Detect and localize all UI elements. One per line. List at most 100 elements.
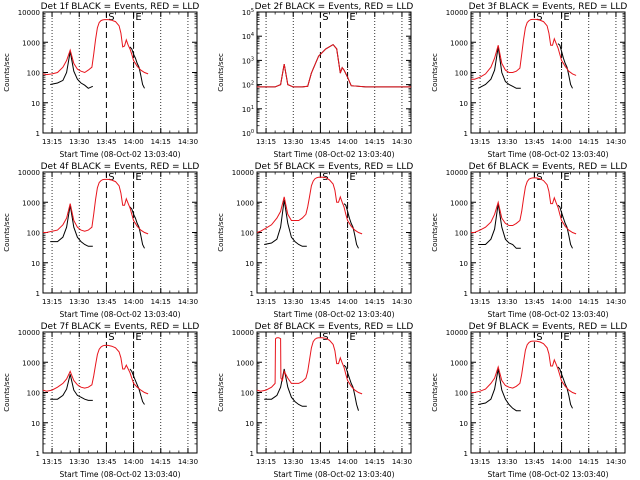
panel-title: Det 3f BLACK = Events, RED = LLD bbox=[469, 2, 628, 12]
events-series-line bbox=[50, 51, 94, 89]
events-series-line bbox=[557, 204, 573, 249]
y-tick-label: 1 bbox=[36, 130, 40, 138]
panel-title: Det 2f BLACK = Events, RED = LLD bbox=[255, 2, 414, 12]
events-series-line bbox=[257, 43, 411, 88]
x-axis-label: Start Time (08-Oct-02 13:03:40) bbox=[59, 150, 180, 159]
events-series-line bbox=[264, 368, 307, 407]
x-tick-label: 13:15 bbox=[42, 298, 62, 306]
detector-panel-2: Det 2f BLACK = Events, RED = LLD Counts/s… bbox=[217, 2, 413, 159]
x-tick-label: 14:00 bbox=[123, 298, 143, 306]
x-tick-label: 13:30 bbox=[69, 298, 89, 306]
lld-series-line bbox=[256, 176, 363, 235]
lld-series-line bbox=[471, 177, 577, 235]
segment-label-e: E bbox=[135, 332, 141, 343]
y-tick-label: 1000 bbox=[450, 39, 468, 47]
x-tick-label: 13:15 bbox=[470, 298, 490, 306]
segment-label-e: E bbox=[349, 332, 355, 343]
x-tick-label: 13:45 bbox=[524, 138, 544, 146]
y-axis-label: Counts/sec bbox=[3, 213, 11, 252]
x-tick-label: 13:45 bbox=[96, 138, 116, 146]
x-tick-label: 14:15 bbox=[151, 298, 171, 306]
y-tick-label: 1 bbox=[464, 450, 468, 458]
x-tick-label: 13:15 bbox=[256, 298, 276, 306]
x-tick-label: 14:15 bbox=[579, 458, 599, 466]
x-tick-label: 14:15 bbox=[365, 138, 385, 146]
y-tick-label: 10 bbox=[459, 100, 468, 108]
segment-label-e: E bbox=[563, 172, 569, 183]
detector-panel-9: Det 9f BLACK = Events, RED = LLD Counts/s… bbox=[431, 322, 627, 479]
x-tick-label: 14:00 bbox=[337, 298, 357, 306]
segment-label-s: S bbox=[322, 332, 328, 343]
segment-label-s: S bbox=[536, 332, 542, 343]
panel-title: Det 5f BLACK = Events, RED = LLD bbox=[255, 162, 414, 172]
x-tick-label: 14:30 bbox=[392, 298, 412, 306]
lld-series-line bbox=[42, 344, 149, 395]
detector-panel-8: Det 8f BLACK = Events, RED = LLD Counts/s… bbox=[217, 322, 413, 479]
x-tick-label: 13:15 bbox=[470, 458, 490, 466]
y-tick-label: 10000 bbox=[18, 169, 40, 177]
segment-label-s: S bbox=[108, 332, 114, 343]
y-tick-label: 1 bbox=[36, 450, 40, 458]
x-tick-label: 13:45 bbox=[96, 458, 116, 466]
x-tick-label: 13:15 bbox=[256, 458, 276, 466]
x-tick-label: 13:45 bbox=[310, 458, 330, 466]
y-tick-label: 1 bbox=[250, 450, 254, 458]
y-tick-label: 1000 bbox=[450, 359, 468, 367]
x-tick-label: 14:30 bbox=[392, 458, 412, 466]
y-tick-label: 1000 bbox=[236, 199, 254, 207]
y-axis-label: Counts/sec bbox=[431, 373, 439, 412]
x-tick-label: 14:15 bbox=[365, 298, 385, 306]
events-series-line bbox=[343, 203, 359, 249]
y-tick-label: 104 bbox=[242, 32, 254, 41]
x-tick-label: 14:15 bbox=[579, 298, 599, 306]
x-tick-label: 13:45 bbox=[310, 138, 330, 146]
x-tick-label: 13:45 bbox=[524, 298, 544, 306]
plot-frame bbox=[470, 171, 626, 294]
y-tick-label: 100 bbox=[27, 70, 40, 78]
events-series-line bbox=[557, 366, 573, 409]
segment-label-s: S bbox=[536, 172, 542, 183]
x-tick-label: 14:30 bbox=[178, 458, 198, 466]
x-tick-label: 13:15 bbox=[42, 458, 62, 466]
x-tick-label: 13:30 bbox=[283, 458, 303, 466]
panel-title: Det 8f BLACK = Events, RED = LLD bbox=[255, 322, 414, 332]
segment-label-s: S bbox=[108, 172, 114, 183]
x-axis-label: Start Time (08-Oct-02 13:03:40) bbox=[487, 470, 608, 479]
y-tick-label: 103 bbox=[242, 56, 254, 65]
y-tick-label: 10000 bbox=[232, 169, 254, 177]
x-tick-label: 14:00 bbox=[123, 458, 143, 466]
x-axis-label: Start Time (08-Oct-02 13:03:40) bbox=[273, 150, 394, 159]
x-tick-label: 13:15 bbox=[470, 138, 490, 146]
y-tick-label: 100 bbox=[455, 230, 468, 238]
y-tick-label: 10000 bbox=[232, 329, 254, 337]
y-tick-label: 100 bbox=[27, 230, 40, 238]
segment-label-e: E bbox=[135, 12, 141, 23]
y-tick-label: 10000 bbox=[446, 169, 468, 177]
x-tick-label: 14:30 bbox=[606, 458, 626, 466]
segment-label-e: E bbox=[349, 12, 355, 23]
x-axis-label: Start Time (08-Oct-02 13:03:40) bbox=[487, 310, 608, 319]
y-tick-label: 1000 bbox=[22, 359, 40, 367]
y-tick-label: 1 bbox=[250, 290, 254, 298]
x-tick-label: 14:15 bbox=[151, 138, 171, 146]
x-tick-label: 14:30 bbox=[606, 138, 626, 146]
segment-label-e: E bbox=[349, 172, 355, 183]
detector-panel-5: Det 5f BLACK = Events, RED = LLD Counts/s… bbox=[217, 162, 413, 319]
events-series-line bbox=[478, 203, 521, 249]
y-tick-label: 10 bbox=[459, 420, 468, 428]
x-tick-label: 14:15 bbox=[365, 458, 385, 466]
x-axis-label: Start Time (08-Oct-02 13:03:40) bbox=[487, 150, 608, 159]
y-tick-label: 100 bbox=[455, 70, 468, 78]
y-tick-label: 10000 bbox=[446, 9, 468, 17]
x-tick-label: 13:30 bbox=[69, 138, 89, 146]
events-series-line bbox=[343, 364, 359, 411]
x-tick-label: 13:45 bbox=[310, 298, 330, 306]
y-axis-label: Counts/sec bbox=[217, 213, 225, 252]
events-series-line bbox=[50, 374, 93, 401]
x-axis-label: Start Time (08-Oct-02 13:03:40) bbox=[273, 310, 394, 319]
x-tick-label: 14:30 bbox=[392, 138, 412, 146]
y-tick-label: 1000 bbox=[22, 199, 40, 207]
events-series-line bbox=[50, 205, 93, 247]
y-tick-label: 10 bbox=[459, 260, 468, 268]
